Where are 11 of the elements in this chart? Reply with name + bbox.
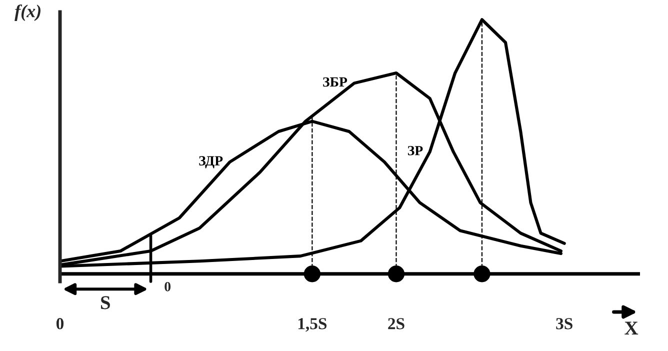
series-label: ЗДР <box>199 156 223 168</box>
x-tick-label: 0 <box>56 318 64 330</box>
text: S <box>101 296 110 310</box>
x-tick-label: 1,5S <box>298 318 327 332</box>
x-tick-label: 3S <box>556 318 572 330</box>
x-axis-title: X <box>624 322 638 334</box>
series-label: ЗБР <box>323 77 348 87</box>
y-axis-title: f(x) <box>14 4 40 21</box>
series-label: ЗР <box>408 146 423 156</box>
text: 0 <box>164 282 171 292</box>
x-tick-label: 2S <box>388 318 404 330</box>
